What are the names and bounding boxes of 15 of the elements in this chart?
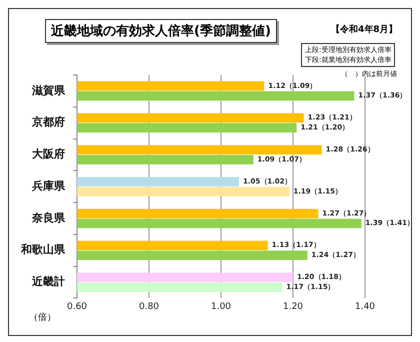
x-tick-label: 1.40 [354, 302, 376, 312]
x-tick-label: 1.00 [210, 302, 232, 312]
y-tick-label: 近畿計 [31, 275, 65, 288]
y-tick-label: 大阪府 [32, 148, 65, 161]
y-tick-label: 滋賀県 [31, 84, 66, 97]
chart-title: 近畿地域の有効求人倍率(季節調整値) [45, 19, 277, 43]
y-tick-label: 奈良県 [31, 211, 66, 224]
text: 【令和4年8月】 [331, 23, 398, 36]
x-tick-label: 1.20 [282, 302, 304, 312]
y-tick-label: 京都府 [31, 116, 65, 129]
y-tick-label: 兵庫県 [31, 179, 66, 192]
y-tick-label: 和歌山県 [20, 243, 66, 256]
x-axis-title: （倍） [29, 312, 56, 324]
x-tick-label: 0.80 [138, 302, 160, 312]
x-tick-label: 0.60 [66, 302, 88, 312]
